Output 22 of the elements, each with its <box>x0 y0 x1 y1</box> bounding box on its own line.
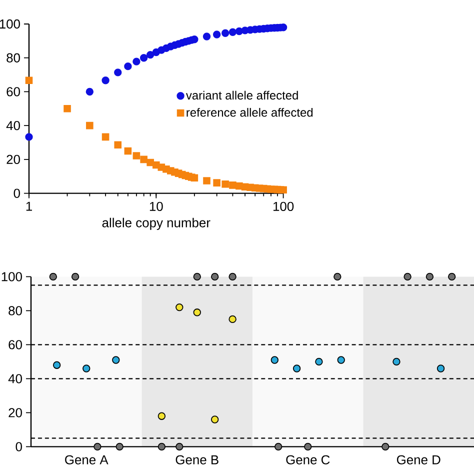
y-tick-label: 40 <box>8 374 22 384</box>
y-tick-label: 40 <box>6 120 20 130</box>
y-tick-label: 20 <box>8 408 22 418</box>
x-tick-label: 100 <box>273 202 294 211</box>
y-tick-label: 0 <box>16 442 22 452</box>
y-tick-label: 80 <box>8 306 22 316</box>
y-tick-label: 60 <box>6 87 20 96</box>
y-tick-label: 0 <box>14 188 20 198</box>
x-tick-label: 10 <box>150 202 163 211</box>
x-tick-label: Gene B <box>176 455 218 464</box>
x-tick-label: 1 <box>26 202 32 211</box>
x-axis-title: allele copy number <box>102 218 210 230</box>
y-tick-label: 20 <box>6 154 20 164</box>
y-tick-label: 60 <box>8 340 22 350</box>
x-tick-label: Gene C <box>286 455 330 464</box>
legend-label: reference allele affected <box>186 108 313 117</box>
x-tick-label: Gene D <box>396 455 440 464</box>
y-tick-label: 100 <box>0 19 20 29</box>
legend-label: variant allele affected <box>186 90 298 100</box>
y-tick-label: 80 <box>6 53 20 62</box>
y-tick-label: 100 <box>2 272 22 282</box>
x-tick-label: Gene A <box>65 455 108 464</box>
